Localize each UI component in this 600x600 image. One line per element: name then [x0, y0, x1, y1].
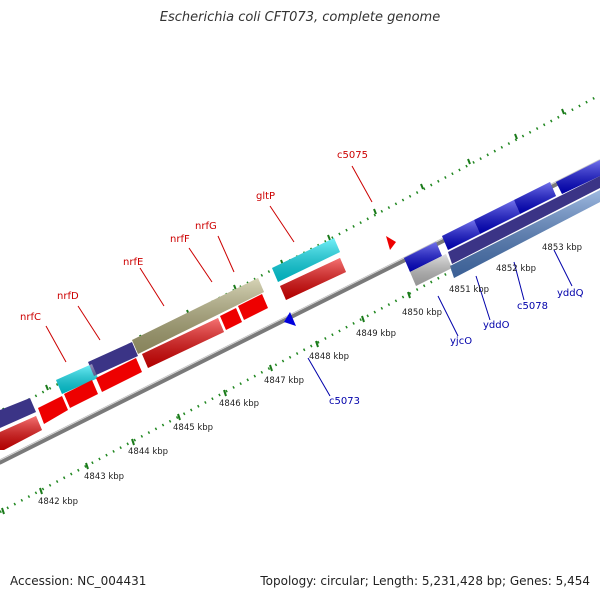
gene-label-nrfD[interactable]: nrfD	[57, 291, 79, 302]
inner-tick-track	[0, 190, 600, 514]
red-gene-labels: nrfC nrfD nrfE nrfF nrfG gltP c5075	[20, 150, 368, 323]
ruler-label: 4845 kbp	[173, 423, 213, 433]
ruler-label: 4843 kbp	[84, 472, 124, 482]
blue-gene-labels: c5073 yjcO yddO c5078 yddQ	[329, 288, 584, 407]
ruler-label: 4852 kbp	[496, 264, 536, 274]
reverse-track	[0, 176, 600, 450]
gene-label-nrfF[interactable]: nrfF	[170, 234, 190, 245]
red-leader-lines	[45, 165, 373, 363]
gene-label-nrfG[interactable]: nrfG	[195, 221, 217, 232]
ruler-label: 4851 kbp	[449, 285, 489, 295]
feature-red-7[interactable]	[238, 294, 268, 320]
ruler-labels: 4842 kbp 4843 kbp 4844 kbp 4845 kbp 4846…	[38, 243, 582, 507]
gene-label-c5078[interactable]: c5078	[517, 301, 548, 312]
feature-c5075-arrow[interactable]	[386, 236, 396, 250]
ruler-label: 4844 kbp	[128, 447, 168, 457]
feature-red-2[interactable]	[38, 396, 68, 424]
forward-track	[0, 160, 600, 428]
feature-nrfD[interactable]	[88, 342, 138, 376]
feature-red-3[interactable]	[64, 380, 98, 408]
accession-text: Accession: NC_004431	[10, 574, 147, 588]
ruler-label: 4847 kbp	[264, 376, 304, 386]
gene-label-gltP[interactable]: gltP	[256, 191, 275, 202]
feature-c5073-arrow[interactable]	[284, 312, 296, 326]
gene-label-nrfC[interactable]: nrfC	[20, 312, 41, 323]
gene-label-yddQ[interactable]: yddQ	[557, 288, 584, 299]
gene-label-c5075[interactable]: c5075	[337, 150, 368, 161]
ruler-label: 4842 kbp	[38, 497, 78, 507]
blue-leader-lines	[307, 249, 573, 397]
gene-label-yjcO[interactable]: yjcO	[450, 336, 472, 347]
feature-red-4[interactable]	[96, 358, 142, 392]
genome-summary-text: Topology: circular; Length: 5,231,428 bp…	[260, 574, 590, 588]
feature-purple-left[interactable]	[0, 398, 36, 428]
ruler-label: 4850 kbp	[402, 308, 442, 318]
ruler-label: 4853 kbp	[542, 243, 582, 253]
gene-label-yddO[interactable]: yddO	[483, 320, 510, 331]
ruler-label: 4848 kbp	[309, 352, 349, 362]
gene-label-nrfE[interactable]: nrfE	[123, 257, 143, 268]
feature-purple-right[interactable]	[448, 176, 600, 264]
feature-red-6[interactable]	[220, 308, 242, 330]
ruler-label: 4846 kbp	[219, 399, 259, 409]
gene-label-c5073[interactable]: c5073	[329, 396, 360, 407]
ruler-label: 4849 kbp	[356, 329, 396, 339]
genome-title: Escherichia coli CFT073, complete genome	[159, 10, 441, 25]
